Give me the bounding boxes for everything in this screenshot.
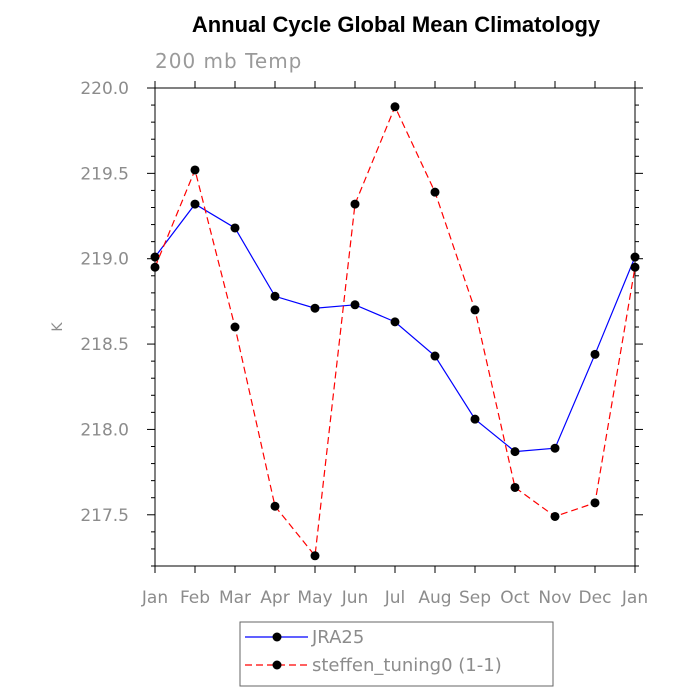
data-point: [270, 501, 280, 511]
data-point: [550, 443, 560, 453]
chart-title: Annual Cycle Global Mean Climatology: [192, 12, 601, 37]
data-point: [310, 303, 320, 313]
data-point: [270, 291, 280, 301]
data-point: [470, 305, 480, 315]
chart-subtitle: 200 mb Temp: [155, 49, 302, 73]
data-point: [310, 551, 320, 561]
legend-label: JRA25: [311, 627, 364, 648]
data-point: [350, 300, 360, 310]
legend-marker: [272, 632, 282, 642]
x-tick-label: Aug: [418, 588, 451, 608]
data-point: [470, 414, 480, 424]
y-tick-label: 218.5: [80, 335, 129, 355]
x-tick-label: May: [297, 588, 332, 608]
y-tick-label: 217.5: [80, 506, 129, 526]
data-point: [230, 223, 240, 233]
y-tick-label: 219.5: [80, 164, 129, 184]
data-point: [630, 262, 640, 272]
x-tick-label: Nov: [538, 588, 571, 608]
x-tick-label: Oct: [500, 588, 530, 608]
series-line-0: [154, 203, 636, 453]
data-point: [590, 349, 600, 359]
y-axis-label: K: [50, 322, 66, 332]
tick-labels: Jan Feb Mar Apr May Jun Jul Aug Sep Oct Nov Dec Jan 2…: [80, 79, 648, 608]
y-tick-label: 220.0: [80, 79, 129, 99]
data-point: [550, 511, 560, 521]
data-point: [590, 498, 600, 508]
x-tick-label: Jul: [384, 588, 406, 608]
x-tick-label: Mar: [219, 588, 251, 608]
legend: JRA25 steffen_tuning0 (1-1): [239, 621, 554, 687]
data-point: [510, 447, 520, 457]
legend-label: steffen_tuning0 (1-1): [312, 655, 502, 676]
data-point: [190, 199, 200, 209]
data-point: [190, 165, 200, 175]
data-point: [630, 252, 640, 262]
axis-ticks: [147, 81, 643, 573]
data-point: [150, 262, 160, 272]
x-tick-label: Apr: [260, 588, 289, 608]
legend-marker: [272, 660, 282, 670]
data-point: [510, 482, 520, 492]
series-layer: [150, 102, 640, 561]
y-tick-label: 219.0: [80, 250, 129, 270]
x-tick-label: Sep: [459, 588, 491, 608]
data-point: [390, 102, 400, 112]
data-point: [430, 351, 440, 361]
x-tick-label: Jan: [621, 588, 648, 608]
data-point: [230, 322, 240, 332]
data-point: [430, 187, 440, 197]
data-point: [390, 317, 400, 327]
x-tick-label: Feb: [180, 588, 210, 608]
data-point: [150, 252, 160, 262]
plot-frame: [154, 87, 636, 567]
x-tick-label: Jan: [141, 588, 168, 608]
x-tick-label: Dec: [579, 588, 612, 608]
y-tick-label: 218.0: [80, 420, 129, 440]
series-line-1: [154, 105, 636, 558]
x-tick-label: Jun: [341, 588, 369, 608]
legend-box: [239, 621, 554, 687]
data-point: [350, 199, 360, 209]
